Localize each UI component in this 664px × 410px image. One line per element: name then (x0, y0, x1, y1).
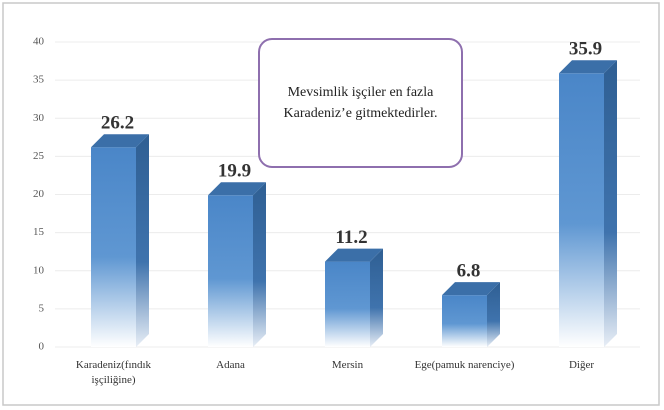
bar-side (370, 248, 383, 347)
bar-side (253, 182, 266, 347)
value-label: 6.8 (457, 261, 481, 282)
bar-top (442, 282, 500, 296)
bar-top (325, 248, 383, 262)
x-tick-label: Ege(pamuk narenciye) (414, 359, 515, 371)
x-tick-label: Diğer (568, 359, 595, 371)
bar-top (91, 134, 149, 148)
x-tick-label: Karadeniz(fındık işçiliğine) (75, 359, 152, 386)
y-tick-label: 25 (33, 150, 45, 162)
bar-side (604, 60, 617, 347)
bar-top (208, 182, 266, 196)
y-tick-label: 30 (33, 112, 45, 124)
bar-top (559, 60, 617, 74)
y-tick-label: 10 (33, 264, 45, 276)
bar (325, 261, 370, 347)
y-tick-label: 20 (33, 188, 45, 200)
value-label: 35.9 (569, 39, 602, 60)
value-label: 11.2 (335, 227, 367, 248)
bar-side (487, 282, 500, 347)
bar (208, 195, 253, 347)
y-tick-label: 15 (33, 226, 45, 238)
annotation: Mevsimlik işçiler en fazla Karadeniz’e g… (258, 38, 463, 168)
x-tick-label: Mersin (331, 359, 364, 371)
y-tick-label: 40 (33, 36, 45, 48)
bar (559, 73, 604, 347)
bar-side (136, 134, 149, 347)
y-tick-label: 5 (39, 302, 45, 314)
value-label: 26.2 (101, 113, 134, 134)
x-tick-label: Adana (216, 359, 245, 371)
bar (91, 147, 136, 347)
value-label: 19.9 (218, 161, 251, 182)
y-tick-label: 35 (33, 74, 45, 86)
y-tick-label: 0 (39, 341, 45, 353)
bar (442, 295, 487, 347)
